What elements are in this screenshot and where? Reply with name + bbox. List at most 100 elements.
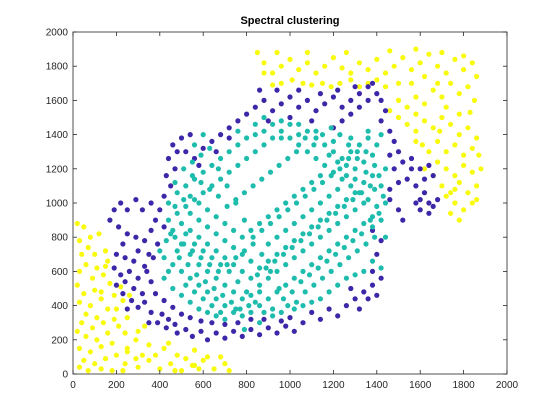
y-tick-label: 2000 — [46, 28, 69, 39]
data-point-series-1 — [100, 320, 106, 326]
data-point-series-3 — [365, 135, 371, 141]
data-point-series-3 — [204, 289, 211, 295]
data-point-series-3 — [270, 313, 276, 319]
data-point-series-1 — [92, 287, 98, 293]
data-point-series-2 — [435, 197, 441, 203]
data-point-series-3 — [304, 149, 310, 155]
data-point-series-2 — [135, 304, 141, 310]
data-point-series-1 — [330, 55, 336, 61]
data-point-series-3 — [285, 155, 291, 162]
data-point-series-2 — [168, 183, 174, 189]
data-point-series-3 — [196, 262, 202, 268]
data-point-series-3 — [378, 217, 384, 223]
data-point-series-2 — [356, 104, 362, 110]
data-point-series-3 — [317, 173, 323, 179]
data-point-series-3 — [378, 265, 384, 271]
data-point-series-3 — [363, 169, 369, 175]
data-point-series-3 — [181, 241, 187, 247]
data-point-series-3 — [361, 200, 367, 206]
data-point-series-1 — [74, 220, 80, 227]
data-point-series-1 — [152, 352, 159, 358]
data-point-series-1 — [448, 80, 454, 86]
data-point-series-3 — [222, 220, 228, 227]
x-tick-label: 0 — [70, 380, 76, 391]
data-point-series-2 — [265, 118, 271, 124]
data-point-series-2 — [148, 279, 154, 285]
data-point-series-1 — [87, 303, 93, 309]
data-point-series-2 — [124, 306, 130, 312]
data-point-series-1 — [319, 80, 326, 86]
data-point-series-3 — [352, 272, 358, 278]
data-point-series-2 — [395, 207, 402, 213]
data-point-series-2 — [369, 80, 376, 86]
data-point-series-3 — [296, 142, 302, 148]
data-point-series-2 — [313, 108, 319, 114]
data-point-series-2 — [374, 91, 380, 97]
data-point-series-1 — [74, 328, 80, 334]
data-point-series-3 — [274, 207, 280, 213]
data-point-series-1 — [461, 67, 467, 73]
data-point-series-3 — [181, 197, 187, 203]
data-point-series-2 — [417, 166, 423, 172]
data-point-series-2 — [165, 155, 172, 162]
data-point-series-3 — [380, 193, 386, 199]
data-point-series-3 — [220, 292, 226, 298]
data-point-series-3 — [278, 135, 284, 141]
data-point-series-2 — [426, 210, 432, 216]
data-point-series-3 — [302, 193, 308, 199]
data-point-series-2 — [142, 263, 148, 269]
data-point-series-2 — [116, 224, 122, 230]
data-point-series-3 — [187, 299, 193, 305]
data-point-series-3 — [222, 316, 228, 322]
data-point-series-3 — [174, 210, 180, 216]
data-point-series-3 — [204, 224, 211, 230]
data-point-series-1 — [348, 77, 354, 83]
data-point-series-3 — [324, 217, 330, 223]
data-point-series-2 — [387, 152, 393, 158]
data-point-series-2 — [391, 138, 397, 144]
data-point-series-2 — [174, 330, 180, 336]
data-point-series-3 — [356, 142, 362, 148]
data-point-series-3 — [287, 135, 293, 141]
data-point-series-1 — [465, 190, 471, 196]
data-point-series-3 — [343, 197, 349, 203]
data-point-series-3 — [317, 255, 323, 261]
data-point-series-3 — [322, 142, 328, 148]
data-point-series-2 — [235, 320, 241, 326]
axes-layer: 0 200 400 600 800 1000 1200 1400 1600 1800 2000 0 20… — [46, 28, 519, 392]
data-point-series-3 — [241, 248, 247, 254]
data-point-series-1 — [413, 46, 419, 52]
data-point-series-3 — [204, 309, 211, 315]
data-point-series-2 — [369, 282, 376, 288]
data-point-series-3 — [309, 224, 315, 230]
data-point-series-3 — [185, 262, 191, 268]
data-point-series-3 — [200, 248, 206, 254]
data-point-series-3 — [244, 155, 250, 162]
data-point-series-3 — [254, 272, 260, 278]
data-point-series-3 — [257, 289, 263, 295]
data-point-series-2 — [395, 149, 402, 155]
data-point-series-3 — [267, 169, 274, 175]
data-point-series-3 — [233, 197, 239, 203]
data-point-series-2 — [111, 265, 117, 271]
data-point-series-2 — [378, 238, 384, 244]
data-point-series-3 — [165, 268, 172, 274]
data-point-series-3 — [196, 306, 202, 312]
data-point-series-3 — [172, 234, 178, 240]
data-point-series-2 — [133, 197, 139, 203]
data-point-series-1 — [89, 275, 96, 281]
data-point-series-1 — [142, 323, 148, 329]
data-point-series-3 — [250, 183, 256, 189]
data-point-series-1 — [98, 296, 104, 302]
data-point-series-2 — [124, 207, 130, 213]
data-point-series-3 — [339, 176, 345, 182]
data-point-series-1 — [313, 70, 319, 76]
data-point-series-1 — [222, 361, 228, 367]
data-point-series-2 — [213, 330, 219, 336]
data-point-series-2 — [291, 328, 297, 334]
data-point-series-1 — [435, 80, 441, 86]
data-point-series-3 — [382, 200, 389, 206]
data-point-series-2 — [274, 87, 280, 93]
data-point-series-3 — [183, 203, 189, 209]
data-point-series-2 — [113, 251, 119, 257]
